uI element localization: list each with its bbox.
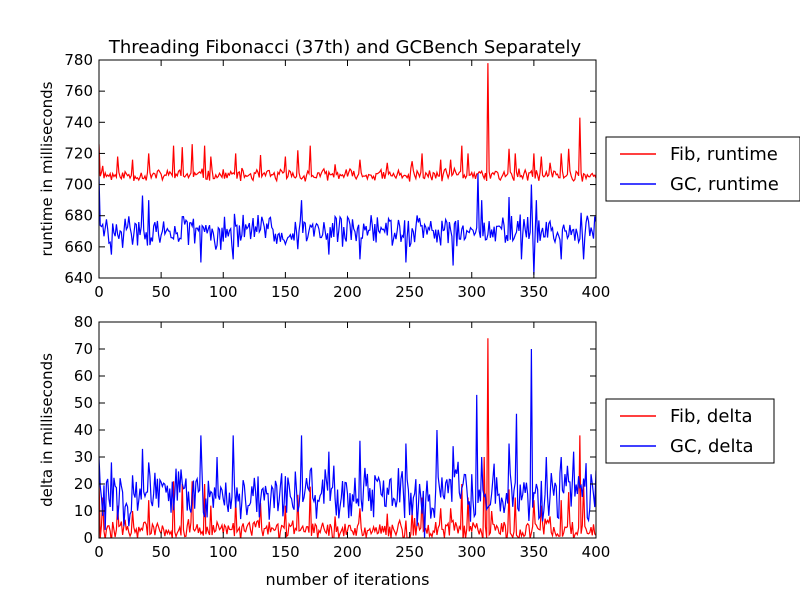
legend: Fib, runtime GC, runtime [605, 136, 800, 202]
y-tick-label: 640 [64, 269, 93, 287]
y-tick-label: 10 [74, 502, 93, 520]
x-tick-label: 250 [395, 543, 424, 561]
y-tick-label: 720 [64, 144, 93, 162]
series-line-gc [99, 348, 596, 538]
y-axis-label: delta in milliseconds [38, 353, 56, 507]
y-tick-label: 70 [74, 340, 93, 358]
y-tick-label: 80 [74, 313, 93, 331]
series-line-fib [99, 63, 596, 183]
series-line-fib [99, 338, 596, 538]
y-axis-label: runtime in milliseconds [38, 81, 56, 256]
x-tick-label: 400 [582, 283, 611, 301]
legend-label: GC, delta [670, 436, 754, 457]
y-tick-label: 20 [74, 475, 93, 493]
y-tick-label: 0 [83, 529, 93, 547]
y-tick-label: 760 [64, 82, 93, 100]
x-tick-label: 250 [395, 283, 424, 301]
y-tick-label: 40 [74, 421, 93, 439]
x-tick-label: 350 [520, 543, 549, 561]
x-tick-label: 0 [94, 283, 104, 301]
runtime-subplot: 0 50 100 150 200 250 300 350 400 640 660 680 700 720 7… [38, 51, 800, 301]
y-tick-label: 780 [64, 51, 93, 69]
x-tick-label: 100 [209, 283, 238, 301]
x-tick-label: 200 [333, 283, 362, 301]
chart-title: Threading Fibonacci (37th) and GCBench S… [108, 37, 582, 58]
x-tick-label: 50 [152, 543, 171, 561]
x-tick-label: 150 [271, 283, 300, 301]
legend-box [605, 398, 775, 464]
x-tick-label: 100 [209, 543, 238, 561]
y-tick-label: 660 [64, 238, 93, 256]
y-tick-label: 700 [64, 176, 93, 194]
y-tick-label: 30 [74, 448, 93, 466]
series-line-gc [99, 173, 596, 275]
x-tick-label: 50 [152, 283, 171, 301]
legend-label: Fib, delta [670, 406, 753, 427]
y-tick-label: 60 [74, 367, 93, 385]
x-tick-label: 300 [457, 543, 486, 561]
delta-subplot: 0 50 100 150 200 250 300 350 400 0 10 20 30 40 50 60 70 8… [38, 313, 775, 589]
x-tick-label: 350 [520, 283, 549, 301]
y-tick-label: 50 [74, 394, 93, 412]
legend: Fib, delta GC, delta [605, 398, 775, 464]
x-tick-label: 0 [94, 543, 104, 561]
y-tick-label: 680 [64, 207, 93, 225]
legend-label: GC, runtime [670, 174, 779, 195]
x-axis-label: number of iterations [266, 570, 430, 589]
legend-label: Fib, runtime [670, 144, 778, 165]
y-tick-label: 740 [64, 113, 93, 131]
x-tick-label: 400 [582, 543, 611, 561]
legend-box [605, 136, 800, 202]
x-tick-label: 200 [333, 543, 362, 561]
x-tick-label: 150 [271, 543, 300, 561]
x-tick-label: 300 [457, 283, 486, 301]
